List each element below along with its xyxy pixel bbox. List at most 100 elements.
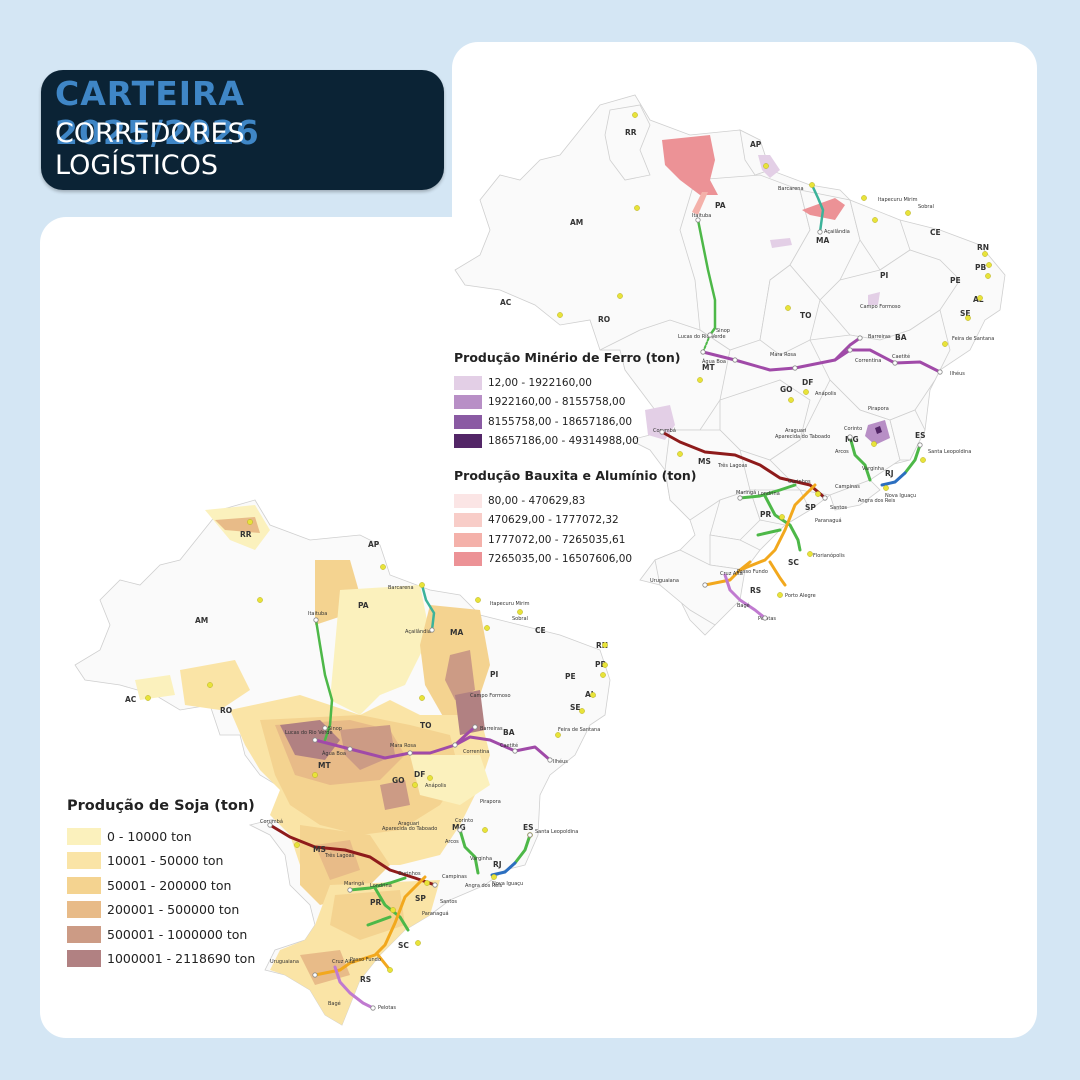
legend-bauxite: Produção Bauxita e Alumínio (ton) 80,00 …	[454, 468, 697, 569]
svg-text:AM: AM	[195, 616, 208, 625]
svg-text:Itapecuru Mirim: Itapecuru Mirim	[490, 601, 530, 607]
svg-text:SE: SE	[960, 309, 971, 318]
svg-text:Campo Formoso: Campo Formoso	[860, 304, 901, 310]
corridor-barcarena-acailandia	[810, 183, 825, 234]
legend-swatch	[67, 950, 101, 968]
legend-item: 80,00 - 470629,83	[454, 491, 697, 511]
svg-text:Sobral: Sobral	[918, 204, 934, 210]
svg-text:BA: BA	[895, 333, 907, 342]
svg-text:Açailândia: Açailândia	[824, 228, 850, 235]
svg-text:Caetité: Caetité	[892, 353, 910, 360]
svg-text:MT: MT	[318, 761, 331, 770]
svg-text:MS: MS	[698, 457, 711, 466]
svg-text:TO: TO	[420, 721, 432, 730]
legend-item: 12,00 - 1922160,00	[454, 373, 680, 393]
svg-text:Paranaguá: Paranaguá	[422, 910, 449, 917]
legend-item: 50001 - 200000 ton	[67, 873, 255, 898]
svg-text:Anápolis: Anápolis	[815, 390, 837, 397]
corridor-rs-lilac	[333, 965, 375, 1010]
iron-region-carajas	[770, 238, 792, 248]
svg-text:Itaituba: Itaituba	[308, 611, 327, 617]
terminal-markers	[659, 217, 943, 621]
corridor-es-green	[513, 833, 532, 865]
svg-text:Açailândia: Açailândia	[405, 628, 431, 635]
svg-text:Pirapora: Pirapora	[868, 406, 889, 412]
corridor-es-green	[903, 443, 922, 475]
svg-text:Correntina: Correntina	[463, 749, 489, 755]
svg-text:Varginha: Varginha	[862, 466, 884, 472]
svg-text:Ilhéus: Ilhéus	[553, 758, 568, 765]
title-year: CARTEIRA 2025/2026	[55, 74, 260, 152]
legend-item: 8155758,00 - 18657186,00	[454, 412, 680, 432]
svg-text:GO: GO	[392, 776, 405, 785]
svg-text:Varginha: Varginha	[470, 856, 492, 862]
legend-item: 1922160,00 - 8155758,00	[454, 393, 680, 413]
svg-text:Londrina: Londrina	[758, 491, 780, 497]
svg-text:Londrina: Londrina	[370, 883, 392, 889]
iron-region-amapa	[758, 155, 780, 178]
svg-text:Arcos: Arcos	[835, 449, 849, 455]
legend-swatch	[454, 532, 482, 547]
svg-text:Itaituba: Itaituba	[692, 213, 711, 219]
corridor-barreiras-branch	[833, 336, 862, 362]
svg-text:Lucas do Rio Verde: Lucas do Rio Verde	[285, 730, 333, 736]
svg-text:AC: AC	[125, 695, 137, 704]
svg-text:Três Lagoas: Três Lagoas	[717, 462, 748, 469]
svg-text:RS: RS	[360, 975, 371, 984]
svg-text:RS: RS	[750, 586, 761, 595]
title-line-logisticos: LOGÍSTICOS	[55, 150, 219, 181]
terminal-markers	[267, 617, 553, 1011]
svg-text:Ourinhos: Ourinhos	[398, 871, 421, 877]
corridor-parana-green	[738, 483, 802, 552]
svg-text:Cruz Alta: Cruz Alta	[332, 959, 355, 965]
svg-text:SP: SP	[415, 894, 426, 903]
svg-text:CE: CE	[930, 228, 941, 237]
svg-text:Campinas: Campinas	[442, 874, 467, 880]
svg-text:MA: MA	[816, 236, 829, 245]
svg-text:MS: MS	[313, 845, 326, 854]
legend-swatch	[67, 925, 101, 943]
legend-swatch	[67, 827, 101, 845]
svg-text:Nova Iguaçu: Nova Iguaçu	[492, 881, 523, 887]
svg-text:Angra dos Reis: Angra dos Reis	[465, 883, 503, 889]
svg-text:ES: ES	[915, 431, 926, 440]
svg-text:Sobral: Sobral	[512, 616, 528, 622]
svg-text:BA: BA	[503, 728, 515, 737]
svg-text:Nova Iguaçu: Nova Iguaçu	[885, 493, 916, 499]
svg-text:SC: SC	[788, 558, 799, 567]
corridor-sinop-itaituba	[696, 218, 717, 337]
corridor-rs-lilac	[723, 573, 767, 620]
svg-text:Lucas do Rio Verde: Lucas do Rio Verde	[678, 334, 726, 340]
corridor-corumba-santos	[268, 823, 437, 887]
city-labels: Itaituba Barcarena Açailândia Itapecuru …	[650, 186, 994, 622]
svg-text:Correntina: Correntina	[855, 358, 881, 364]
corridor-corumba-santos	[660, 430, 827, 500]
svg-text:PB: PB	[595, 660, 606, 669]
legend-bauxite-title: Produção Bauxita e Alumínio (ton)	[454, 468, 697, 483]
svg-text:Três Lagoas: Três Lagoas	[324, 852, 355, 859]
svg-text:Arcos: Arcos	[445, 839, 459, 845]
svg-text:MT: MT	[702, 363, 715, 372]
svg-text:AC: AC	[500, 298, 512, 307]
legend-swatch	[67, 852, 101, 870]
legend-swatch	[67, 901, 101, 919]
svg-text:AP: AP	[750, 140, 762, 149]
legend-item: 7265035,00 - 16507606,00	[454, 550, 697, 570]
legend-swatch	[454, 434, 482, 449]
svg-text:Santos: Santos	[830, 505, 847, 511]
svg-text:MA: MA	[450, 628, 463, 637]
svg-text:Passo Fundo: Passo Fundo	[350, 957, 381, 963]
svg-text:MG: MG	[452, 823, 466, 832]
svg-text:Araguari: Araguari	[398, 821, 419, 827]
svg-text:Anápolis: Anápolis	[425, 782, 447, 789]
svg-text:Cruz Alta: Cruz Alta	[720, 571, 743, 577]
svg-text:Porto Alegre: Porto Alegre	[785, 593, 816, 599]
corridor-sp-orange	[703, 483, 817, 587]
brazil-states-outline	[454, 94, 1006, 636]
svg-text:RR: RR	[240, 530, 252, 539]
legend-soy-title: Produção de Soja (ton)	[67, 798, 255, 814]
iron-region-corumba	[645, 405, 675, 440]
svg-text:Corumbá: Corumbá	[260, 818, 283, 825]
svg-text:Sinop: Sinop	[716, 328, 730, 334]
